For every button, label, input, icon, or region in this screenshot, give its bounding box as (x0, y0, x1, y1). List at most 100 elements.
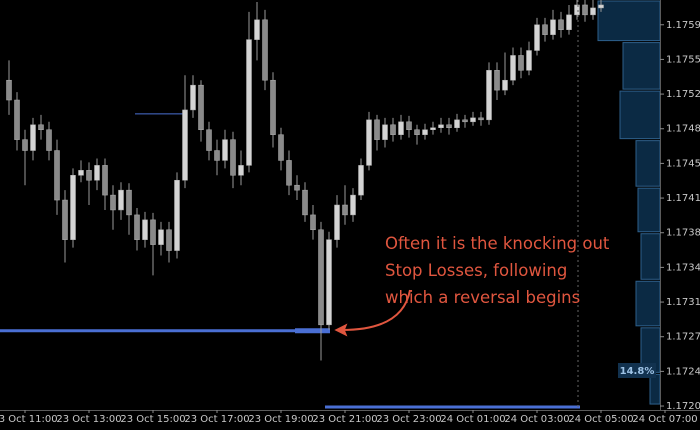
candle-body (350, 194, 356, 216)
candle-body (382, 124, 388, 140)
candle-body (246, 39, 252, 166)
candle-body (254, 19, 260, 40)
candle-body (78, 170, 84, 176)
y-tick-label: 1.17415 (666, 193, 700, 204)
candle-body (134, 214, 140, 240)
candle-body (270, 79, 276, 135)
candle-body (142, 219, 148, 240)
candle-body (558, 19, 564, 30)
y-tick-label: 1.17275 (666, 332, 700, 343)
candle-body (478, 117, 484, 121)
candle-body (342, 204, 348, 216)
candle-body (294, 184, 300, 191)
y-tick-label: 1.17310 (666, 297, 700, 308)
x-tick-label: 23 Oct 15:00 (120, 414, 185, 425)
profile-bar (597, 0, 661, 42)
candle-body (462, 119, 468, 123)
x-tick-label: 23 Oct 19:00 (248, 414, 313, 425)
profile-bar (619, 90, 661, 140)
candle-body (518, 55, 524, 71)
candle-body (358, 165, 364, 196)
x-tick-label: 24 Oct 05:00 (568, 414, 633, 425)
candle-body (206, 129, 212, 151)
y-tick-label: 1.17450 (666, 158, 700, 169)
candle-body (22, 139, 28, 151)
candle-body (262, 19, 268, 81)
candle-body (318, 229, 324, 326)
candle-body (214, 150, 220, 161)
profile-label-box (618, 363, 656, 378)
candle-body (598, 4, 604, 9)
profile-bar (635, 280, 661, 327)
candle-body (486, 70, 492, 121)
profile-bar (622, 42, 661, 90)
candle-body (454, 119, 460, 129)
x-tick-label: 24 Oct 03:00 (504, 414, 569, 425)
candle-body (230, 139, 236, 176)
candle-body (590, 7, 596, 16)
candle-body (222, 139, 228, 161)
candle-body (278, 134, 284, 161)
profile-bar (640, 233, 661, 280)
y-tick-label: 1.17205 (666, 401, 700, 412)
candle-body (406, 121, 412, 130)
candle-body (438, 124, 444, 129)
y-tick-label: 1.17240 (666, 366, 700, 377)
annotation-line: Often it is the knocking out (385, 234, 610, 253)
candle-body (414, 129, 420, 135)
candles (6, 0, 604, 361)
x-tick-label: 23 Oct 23:00 (376, 414, 441, 425)
candle-body (494, 70, 500, 91)
candle-body (566, 14, 572, 30)
x-tick-label: 23 Oct 11:00 (0, 414, 58, 425)
candle-body (110, 194, 116, 211)
candle-body (502, 79, 508, 91)
candle-body (510, 55, 516, 81)
x-tick-label: 23 Oct 17:00 (184, 414, 249, 425)
candle-body (526, 50, 532, 71)
profile-bar (637, 187, 661, 233)
y-tick-label: 1.17555 (666, 54, 700, 65)
candle-body (150, 219, 156, 245)
candle-body (374, 119, 380, 140)
x-tick-label: 23 Oct 21:00 (312, 414, 377, 425)
annotation-line: Stop Losses, following (385, 261, 567, 280)
candle-body (70, 175, 76, 240)
candle-body (118, 189, 124, 211)
y-tick-label: 1.17345 (666, 262, 700, 273)
candle-body (550, 19, 556, 35)
candle-body (14, 99, 20, 140)
annotation-arrow (341, 289, 411, 331)
candle-body (102, 165, 108, 196)
candle-body (86, 170, 92, 181)
candle-body (542, 24, 548, 35)
candle-body (174, 179, 180, 251)
candle-body (126, 189, 132, 216)
annotation-line: which a reversal begins (385, 288, 580, 307)
candle-body (310, 214, 316, 231)
candle-body (326, 239, 332, 326)
candle-body (366, 119, 372, 166)
annotation-arrowhead (334, 323, 348, 337)
candle-body (30, 124, 36, 151)
candle-body (182, 109, 188, 181)
y-tick-label: 1.17380 (666, 228, 700, 239)
candle-body (334, 204, 340, 240)
candle-body (238, 165, 244, 176)
candle-body (62, 199, 68, 240)
profile-label: 14.8% (620, 366, 655, 377)
y-tick-label: 1.17590 (666, 20, 700, 31)
volume-profile (597, 0, 661, 405)
candle-body (6, 79, 12, 101)
candle-body (302, 189, 308, 216)
candle-body (198, 84, 204, 130)
candle-body (286, 160, 292, 186)
candle-body (446, 124, 452, 129)
candle-body (390, 124, 396, 135)
profile-bar (649, 373, 661, 405)
candle-body (422, 129, 428, 135)
levels (0, 113, 580, 409)
y-tick-label: 1.17485 (666, 124, 700, 135)
